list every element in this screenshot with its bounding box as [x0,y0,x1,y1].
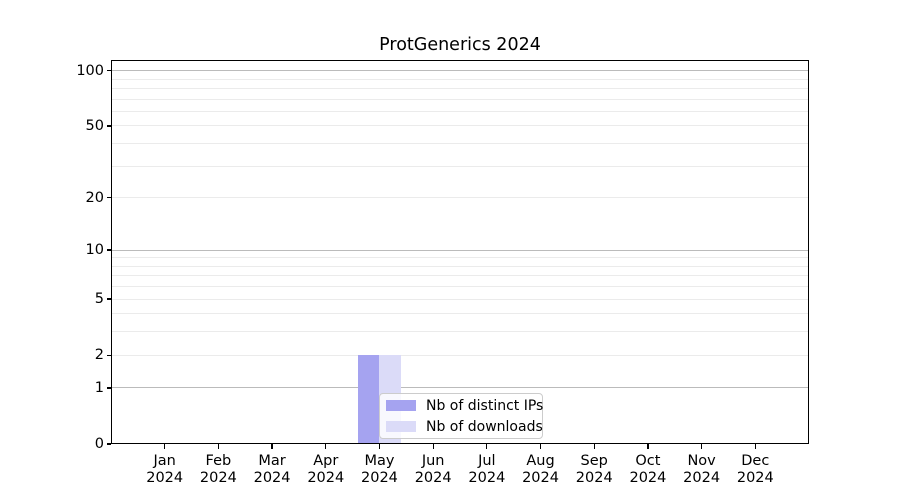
x-tick-mark [325,444,327,449]
x-tick-mark [539,444,542,449]
x-tick-mark [217,444,219,449]
x-tick-label: May 2024 [361,453,398,486]
x-tick-label: Oct 2024 [629,453,667,486]
x-tick-label: Jul 2024 [468,453,506,486]
legend-label-distinct-ips: Nb of distinct IPs [426,397,544,414]
y-gridline-minor [111,257,809,259]
x-tick-label: Jun 2024 [414,453,452,486]
x-tick-label: Apr 2024 [307,453,345,486]
y-tick-mark [106,387,111,389]
y-tick-label: 2 [94,347,104,364]
y-gridline-minor [111,197,809,199]
y-tick-label: 10 [85,242,104,259]
x-tick-label: Feb 2024 [199,453,237,486]
x-tick-mark [271,444,273,449]
x-tick-mark [378,444,381,449]
y-tick-label: 20 [85,189,104,206]
y-gridline-minor [111,331,809,333]
bar-nb-of-distinct-ips [357,355,380,444]
y-tick-mark [106,298,111,300]
y-tick-label: 5 [94,291,104,308]
plot-area-spines [111,60,809,444]
x-tick-mark [701,444,703,449]
chart-title: ProtGenerics 2024 [379,35,541,55]
y-gridline-minor [111,110,809,112]
y-gridline-minor [111,165,809,167]
x-tick-mark [164,444,166,449]
y-gridline-minor [111,98,809,100]
y-gridline-minor [111,78,809,80]
y-tick-mark [106,70,111,72]
y-gridline-minor [111,143,809,145]
x-tick-mark [593,444,595,449]
legend-label-downloads: Nb of downloads [426,418,543,435]
y-gridline-major [111,387,809,389]
legend-swatch-downloads [386,421,416,432]
x-tick-label: Sep 2024 [575,453,613,486]
y-tick-mark [106,443,111,445]
y-tick-mark [106,354,111,356]
y-tick-label: 1 [94,379,104,396]
y-tick-mark [106,249,111,251]
y-gridline-minor [111,286,809,288]
y-gridline-minor [111,298,809,300]
y-gridline-minor [111,88,809,90]
x-tick-label: Aug 2024 [522,453,559,486]
y-gridline-minor [111,265,809,267]
legend: Nb of distinct IPs Nb of downloads [379,393,543,439]
legend-item-downloads: Nb of downloads [386,419,543,435]
y-gridline-major [111,70,809,72]
y-tick-mark [106,125,111,127]
x-tick-label: Jan 2024 [146,453,184,486]
x-tick-mark [647,444,649,449]
x-tick-mark [486,444,488,449]
x-tick-mark [754,444,756,449]
x-tick-label: Nov 2024 [683,453,721,486]
y-gridline-major [111,249,809,251]
x-tick-label: Dec 2024 [736,453,774,486]
y-tick-label: 50 [85,117,104,134]
y-gridline-minor [111,275,809,277]
legend-item-distinct-ips: Nb of distinct IPs [386,398,543,414]
y-tick-label: 100 [76,62,104,79]
y-gridline-minor [111,354,809,356]
y-gridline-minor [111,313,809,315]
y-tick-mark [106,197,111,199]
x-tick-label: Mar 2024 [253,453,291,486]
legend-swatch-distinct-ips [386,400,416,411]
y-gridline-minor [111,125,809,127]
x-tick-mark [432,444,434,449]
y-tick-label: 0 [94,436,104,452]
